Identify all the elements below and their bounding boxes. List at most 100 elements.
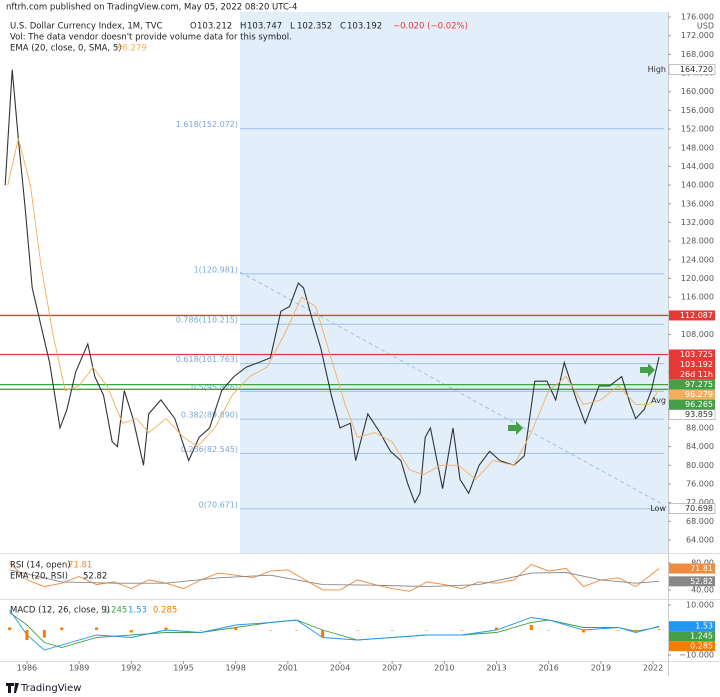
series-line bbox=[4, 69, 660, 504]
price-label: 164.720 bbox=[680, 65, 713, 74]
plot-layer: 1.618(152.072) 1(120.981) 0.786(110.215) 0.… bbox=[0, 69, 668, 651]
histogram-bar bbox=[295, 630, 299, 631]
histogram-bar bbox=[60, 627, 64, 630]
ohlc-label: O bbox=[190, 22, 197, 32]
series-line bbox=[9, 609, 660, 651]
x-tick-label: 2010 bbox=[434, 664, 454, 673]
volume-note: Vol: The data vendor doesn't provide vol… bbox=[10, 33, 292, 43]
x-tick-label: 2013 bbox=[486, 664, 506, 673]
histogram-bar bbox=[95, 627, 99, 630]
arrow-icon bbox=[508, 421, 523, 435]
x-tick-label: 2022 bbox=[643, 664, 663, 673]
y-tick-label: −10.000 bbox=[679, 651, 714, 660]
price-label: 1.53 bbox=[695, 622, 713, 631]
price-label: 96.265 bbox=[685, 400, 713, 409]
fib-label: 0.618(101.763) bbox=[176, 355, 238, 364]
published-note: nftrh.com published on TradingView.com, … bbox=[6, 3, 297, 13]
macd-legend-value: 1.245 bbox=[103, 606, 127, 616]
histogram-bar bbox=[321, 630, 325, 638]
price-label-box bbox=[669, 379, 715, 390]
histogram-bar bbox=[634, 630, 638, 632]
price-label: 52.82 bbox=[690, 577, 713, 586]
ema-legend-value: 96.279 bbox=[117, 44, 147, 54]
y-tick-label: 10.000 bbox=[686, 601, 714, 610]
price-label-box bbox=[669, 310, 715, 321]
rsi-ema-legend: EMA (20, RSI) bbox=[10, 572, 68, 582]
y-tick-label: 72.000 bbox=[686, 498, 714, 507]
price-label: 97.275 bbox=[685, 380, 713, 389]
price-label: 112.087 bbox=[680, 311, 713, 320]
histogram-bar bbox=[164, 627, 168, 630]
price-label-box bbox=[669, 641, 715, 652]
histogram-bar bbox=[8, 627, 12, 630]
symbol: U.S. Dollar Currency Index, 1M, TVC bbox=[10, 22, 163, 32]
y-tick-label: 140.000 bbox=[681, 181, 714, 190]
fib-shading bbox=[240, 12, 668, 553]
price-label-box bbox=[669, 369, 715, 380]
x-tick-label: 1989 bbox=[69, 664, 89, 673]
y-tick-label: 68.000 bbox=[686, 517, 714, 526]
fib-label: 1(120.981) bbox=[194, 265, 238, 274]
trend-line bbox=[239, 271, 665, 506]
ohlc-value: 102.352 bbox=[297, 22, 332, 32]
y-tick-label: 84.000 bbox=[686, 442, 714, 451]
price-label: 26d 11h bbox=[680, 370, 713, 379]
stat-name: Avg bbox=[651, 396, 666, 405]
y-tick-label: 124.000 bbox=[681, 255, 714, 264]
price-label: 93.859 bbox=[685, 410, 713, 419]
price-label: 103.725 bbox=[680, 350, 713, 359]
y-tick-label: 40.00 bbox=[691, 585, 714, 594]
ohlc-value: 103.747 bbox=[247, 22, 282, 32]
x-tick-label: 2019 bbox=[591, 664, 611, 673]
histogram-bar bbox=[390, 630, 394, 631]
y-tick-label: 120.000 bbox=[681, 274, 714, 283]
histogram-bar bbox=[42, 630, 46, 638]
x-tick-label: 2007 bbox=[382, 664, 402, 673]
ohlc-label: C bbox=[340, 22, 346, 32]
y-tick-label: 172.000 bbox=[681, 31, 714, 40]
price-label: 96.279 bbox=[685, 390, 713, 399]
rsi-legend-value: 71.81 bbox=[68, 561, 92, 571]
price-label-box bbox=[668, 409, 716, 420]
stat-name: Low bbox=[650, 504, 666, 513]
y-tick-label: 156.000 bbox=[681, 106, 714, 115]
histogram-bar bbox=[234, 627, 238, 630]
series-line bbox=[9, 569, 660, 588]
y-tick-label: 76.000 bbox=[686, 479, 714, 488]
histogram-bar bbox=[129, 630, 133, 633]
fib-label: 0.5(95.826) bbox=[191, 383, 238, 392]
fib-label: 0(70.671) bbox=[199, 500, 238, 509]
histogram-bar bbox=[425, 630, 429, 631]
logo-icon bbox=[6, 683, 19, 693]
y-tick-label: 160.000 bbox=[681, 87, 714, 96]
histogram-bar bbox=[268, 630, 272, 631]
x-tick-label: 2004 bbox=[330, 664, 350, 673]
price-label: 71.81 bbox=[690, 564, 713, 573]
ohlc-label: H bbox=[240, 22, 246, 32]
histogram-bar bbox=[581, 630, 585, 633]
histogram-bar bbox=[547, 630, 551, 631]
y-tick-label: 168.000 bbox=[681, 50, 714, 59]
series-line bbox=[7, 138, 660, 480]
y-tick-label: 132.000 bbox=[681, 218, 714, 227]
histogram-bar bbox=[529, 625, 533, 630]
x-tick-label: 1992 bbox=[121, 664, 141, 673]
price-label-box bbox=[669, 631, 715, 642]
price-label: 70.698 bbox=[685, 504, 713, 513]
y-tick-label: 80.00 bbox=[691, 559, 714, 568]
macd-legend: MACD (12, 26, close, 9) bbox=[10, 606, 110, 616]
series-line bbox=[9, 612, 660, 648]
change: −0.020 (−0.02%) bbox=[393, 22, 468, 32]
y-tick-label: 88.000 bbox=[686, 423, 714, 432]
fib-label: 0.786(110.215) bbox=[176, 316, 238, 325]
price-label-box bbox=[669, 359, 715, 370]
y-tick-label: 80.000 bbox=[686, 461, 714, 470]
y-tick-label: 152.000 bbox=[681, 125, 714, 134]
price-label: 0.285 bbox=[690, 642, 713, 651]
x-tick-label: 1986 bbox=[17, 664, 37, 673]
ohlc: O 103.212 H 103.747 L 102.352 C 103.192 −0.020 (… bbox=[190, 22, 468, 32]
histogram-bar bbox=[355, 630, 359, 631]
histogram-bar bbox=[657, 629, 661, 630]
fib-label: 1.618(152.072) bbox=[176, 120, 238, 129]
